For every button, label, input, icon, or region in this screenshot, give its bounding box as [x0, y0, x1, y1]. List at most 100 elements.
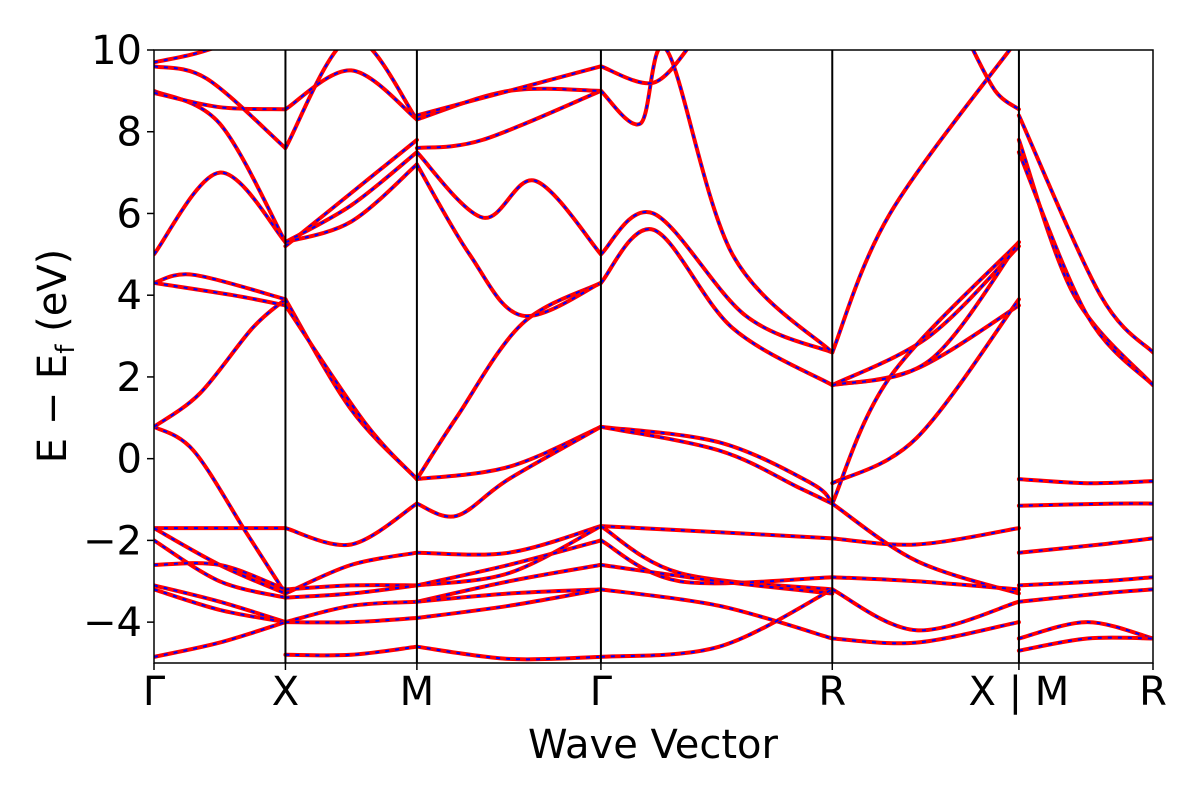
band-36-dashed	[416, 87, 601, 121]
band-5-dashed	[154, 89, 287, 243]
band-61-dashed	[831, 298, 1020, 485]
band-6-solid	[154, 90, 288, 112]
band-41-dashed	[416, 563, 602, 603]
band-70-solid	[1016, 150, 1153, 388]
band-31-dashed	[416, 282, 602, 480]
band-75-dashed	[1018, 576, 1153, 587]
band-19-dashed	[284, 151, 418, 243]
band-12-solid	[154, 561, 288, 592]
band-32-solid	[414, 424, 603, 519]
plot-frame	[153, 49, 1154, 664]
band-54-solid	[598, 562, 835, 596]
band-34-dashed	[416, 151, 602, 255]
x-tick-label-2: M	[400, 669, 435, 715]
band-22-dashed	[284, 69, 418, 121]
y-axis-title: E − Ef (eV)	[30, 249, 81, 464]
band-61-solid	[830, 297, 1021, 486]
y-axis-ticks: −4 −2 0 2 4 6 8 10	[83, 28, 154, 646]
band-68-solid	[970, 50, 1021, 112]
band-50-dashed	[600, 50, 688, 85]
band-47-solid	[598, 227, 835, 388]
band-35-solid	[414, 88, 603, 151]
y-tick-label-7: 10	[91, 28, 142, 74]
x-tick-label-6: R	[1139, 669, 1167, 715]
band-38-dashed	[416, 525, 602, 556]
band-53-solid	[598, 538, 835, 586]
band-62-dashed	[832, 241, 1020, 387]
band-55-solid	[598, 587, 835, 641]
band-45-solid	[598, 424, 835, 506]
band-78-dashed	[1018, 636, 1153, 652]
x-tick-label-0: Γ	[143, 669, 166, 715]
band-32-dashed	[416, 425, 602, 518]
band-26-solid	[283, 583, 419, 600]
band-8-dashed	[154, 50, 211, 64]
y-tick-label-4: 4	[117, 273, 142, 319]
band-74-dashed	[1018, 537, 1153, 554]
band-66-dashed	[831, 588, 1020, 632]
band-46-solid	[598, 424, 835, 506]
band-11-dashed	[154, 539, 286, 599]
y-tick-label-6: 8	[117, 110, 142, 156]
high-symmetry-lines	[284, 50, 1020, 663]
band-21-dashed	[284, 50, 418, 149]
band-46-dashed	[600, 425, 833, 505]
x-axis-title: Wave Vector	[528, 722, 779, 768]
y-tick-label-3: 2	[117, 355, 142, 401]
band-22-solid	[283, 68, 419, 122]
band-14-dashed	[154, 588, 286, 624]
band-67-dashed	[832, 621, 1020, 645]
band-78-solid	[1016, 635, 1153, 653]
band-72-solid	[1016, 477, 1153, 486]
band-67-solid	[830, 620, 1021, 646]
band-24-dashed	[285, 551, 418, 595]
band-23-solid	[283, 501, 419, 548]
band-35-dashed	[416, 89, 602, 150]
band-28-solid	[283, 616, 419, 625]
band-7-dashed	[154, 65, 287, 149]
x-tick-label-3: Γ	[590, 669, 613, 715]
band-49-dashed	[600, 50, 833, 354]
band-65-dashed	[832, 576, 1019, 591]
band-58-solid	[830, 244, 1021, 388]
band-51-solid	[598, 524, 835, 541]
band-0-solid	[154, 424, 288, 596]
band-53-dashed	[600, 539, 833, 585]
band-43-dashed	[416, 588, 602, 619]
band-2-dashed	[154, 273, 286, 301]
band-73-dashed	[1018, 502, 1153, 507]
band-66-solid	[830, 587, 1021, 633]
band-44-dashed	[416, 645, 601, 661]
band-10-dashed	[154, 527, 286, 595]
band-63-solid	[830, 526, 1021, 547]
band-52-dashed	[600, 525, 833, 591]
band-29-solid	[283, 644, 419, 658]
x-tick-label-4: R	[818, 669, 846, 715]
band-1-solid	[154, 297, 288, 429]
band-47-dashed	[600, 228, 833, 386]
band-33-dashed	[416, 163, 602, 317]
y-tick-label-1: −2	[83, 518, 142, 564]
band-27-solid	[283, 599, 419, 625]
y-axis-title-unit: (eV)	[30, 249, 76, 345]
band-77-dashed	[1018, 621, 1153, 640]
band-55-dashed	[600, 588, 833, 640]
band-31-solid	[414, 280, 603, 482]
band-48-dashed	[600, 210, 833, 354]
x-axis-ticks: Γ X M Γ R X | M R	[143, 663, 1167, 715]
band-40-dashed	[416, 539, 602, 587]
band-23-dashed	[285, 502, 418, 547]
band-64-dashed	[831, 502, 1020, 595]
band-13-dashed	[154, 584, 286, 624]
band-45-dashed	[600, 425, 834, 505]
band-16-solid	[283, 297, 419, 482]
band-42-dashed	[416, 588, 601, 603]
band-15-dashed	[154, 621, 286, 658]
band-34-solid	[414, 150, 603, 257]
band-76-dashed	[1018, 588, 1153, 603]
band-39-dashed	[416, 525, 602, 587]
x-tick-label-5: X | M	[969, 669, 1070, 715]
y-tick-label-2: 0	[117, 437, 142, 483]
y-axis-title-subscript: f	[51, 344, 81, 354]
